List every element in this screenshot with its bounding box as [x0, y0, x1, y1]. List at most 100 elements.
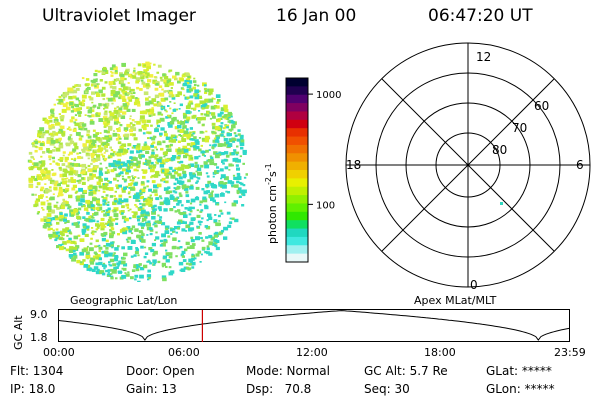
- uv-speckle: [206, 219, 209, 222]
- uv-speckle: [87, 87, 91, 90]
- uv-speckle: [127, 176, 131, 179]
- uv-speckle: [94, 245, 97, 248]
- uv-speckle: [192, 132, 195, 135]
- uv-speckle: [80, 156, 84, 159]
- uv-speckle: [208, 241, 214, 246]
- uv-speckle: [134, 204, 137, 206]
- uv-speckle: [140, 75, 145, 80]
- uv-speckle: [167, 105, 170, 107]
- uv-speckle: [193, 80, 197, 83]
- colorbar-swatch: [286, 220, 308, 230]
- uv-speckle: [66, 106, 71, 111]
- uv-speckle: [155, 171, 160, 175]
- uv-speckle: [185, 191, 189, 194]
- uv-speckle: [117, 270, 121, 273]
- uv-speckle: [50, 114, 55, 118]
- uv-speckle: [102, 210, 106, 213]
- uv-speckle: [104, 250, 107, 253]
- uv-speckle: [213, 137, 217, 140]
- uv-speckle: [175, 231, 178, 234]
- uv-speckle: [135, 168, 138, 171]
- colorbar-swatch: [286, 211, 308, 221]
- uv-speckle: [155, 154, 159, 157]
- uv-speckle: [161, 177, 166, 181]
- uv-speckle: [133, 182, 138, 186]
- uv-speckle: [141, 154, 145, 158]
- uv-speckle: [171, 96, 176, 100]
- uv-speckle: [199, 96, 202, 99]
- uv-speckle: [55, 181, 58, 184]
- uv-speckle: [212, 175, 215, 178]
- uv-speckle: [132, 186, 135, 189]
- uv-speckle: [183, 221, 187, 224]
- uv-speckle: [146, 86, 150, 90]
- uv-speckle: [153, 189, 158, 193]
- uv-speckle: [121, 215, 127, 220]
- uv-speckle: [77, 155, 82, 160]
- uv-speckle: [164, 133, 168, 137]
- colorbar-swatch: [286, 195, 308, 204]
- uv-speckle: [68, 87, 74, 92]
- uv-speckle: [169, 208, 174, 212]
- uv-speckle: [139, 202, 142, 205]
- uv-speckle: [112, 160, 116, 163]
- uv-speckle: [220, 174, 226, 179]
- uv-speckle: [196, 167, 202, 172]
- uv-speckle: [219, 209, 223, 213]
- uv-speckle: [86, 228, 90, 231]
- uv-speckle: [61, 243, 64, 246]
- uv-speckle: [166, 79, 171, 84]
- uv-speckle: [130, 227, 134, 231]
- uv-speckle: [52, 193, 55, 195]
- uv-speckle: [141, 146, 147, 151]
- uv-speckle: [225, 141, 230, 145]
- uv-speckle: [107, 275, 110, 277]
- uv-speckle: [198, 137, 202, 139]
- uv-speckle: [107, 207, 111, 211]
- uv-speckle: [106, 143, 110, 146]
- uv-speckle: [70, 242, 73, 244]
- date-label: 16 Jan 00: [276, 6, 357, 26]
- uv-speckle: [68, 194, 73, 199]
- uv-speckle: [173, 226, 178, 230]
- uv-speckle: [110, 70, 113, 73]
- uv-speckle: [141, 81, 146, 85]
- uv-speckle: [140, 181, 145, 184]
- uv-speckle: [64, 178, 67, 180]
- uv-speckle: [186, 185, 190, 189]
- uv-speckle: [111, 246, 114, 249]
- uv-speckle: [130, 166, 133, 169]
- uv-speckle: [51, 156, 55, 160]
- uv-speckle: [90, 155, 94, 159]
- uv-speckle: [193, 136, 197, 139]
- uv-speckle: [166, 90, 169, 92]
- uv-speckle: [67, 137, 71, 140]
- uv-speckle: [152, 141, 156, 144]
- uv-speckle: [163, 130, 167, 134]
- uv-speckle: [210, 192, 213, 195]
- uv-speckle: [126, 164, 132, 169]
- uv-speckle: [154, 224, 158, 228]
- uv-speckle: [113, 99, 116, 102]
- uv-speckle: [167, 148, 172, 152]
- uv-speckle: [48, 150, 53, 154]
- uv-speckle: [89, 120, 95, 125]
- uv-speckle: [128, 230, 132, 233]
- uv-speckle: [113, 78, 118, 82]
- uv-speckle: [107, 271, 110, 274]
- uv-speckle: [231, 202, 237, 207]
- uv-speckle: [118, 198, 122, 202]
- uv-speckle: [126, 226, 131, 230]
- uv-speckle: [107, 136, 113, 141]
- uv-speckle: [38, 140, 41, 143]
- uv-speckle: [142, 71, 145, 74]
- uv-speckle: [42, 173, 46, 177]
- uv-speckle: [160, 159, 165, 163]
- uv-speckle: [133, 137, 138, 141]
- uv-speckle: [229, 217, 232, 220]
- uv-speckle: [64, 222, 67, 224]
- uv-speckle: [227, 191, 230, 194]
- uv-speckle: [223, 115, 227, 119]
- uv-speckle: [115, 277, 118, 280]
- uv-speckle: [140, 182, 145, 186]
